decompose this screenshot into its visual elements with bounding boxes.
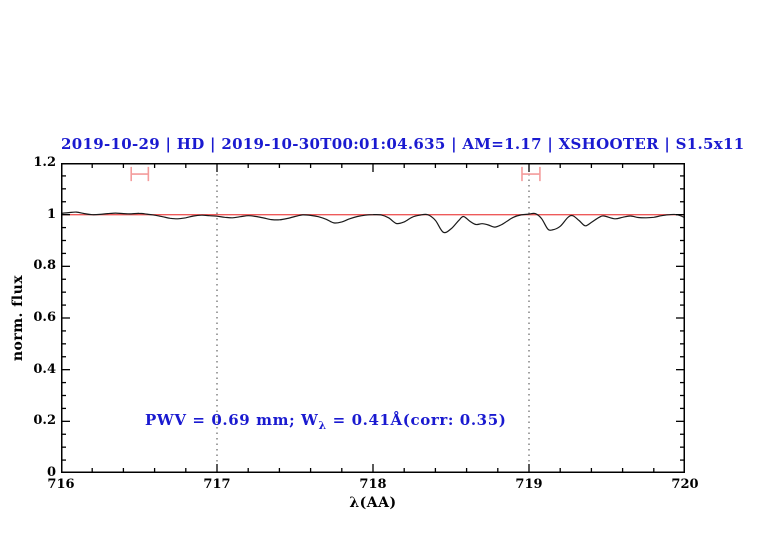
spectrum-svg xyxy=(61,163,685,473)
pwv-annotation-text: PWV = 0.69 mm; W xyxy=(145,411,319,429)
y-tick-label: 0.6 xyxy=(33,310,56,325)
x-tick-label: 717 xyxy=(203,477,231,492)
x-tick-label: 718 xyxy=(359,477,387,492)
x-tick-label: 716 xyxy=(47,477,75,492)
y-tick-label: 0.8 xyxy=(33,258,56,274)
y-tick-label: 0.2 xyxy=(33,413,56,429)
plot-area: PWV = 0.69 mm; Wλ = 0.41Å(corr: 0.35) xyxy=(61,163,685,473)
pwv-annotation: PWV = 0.69 mm; Wλ = 0.41Å(corr: 0.35) xyxy=(145,411,506,432)
y-tick-label: 1 xyxy=(46,206,56,222)
y-tick-label: 0.4 xyxy=(33,361,56,377)
plot-frame xyxy=(61,163,685,473)
range-marker xyxy=(130,166,150,182)
pwv-annotation-text-2: = 0.41Å(corr: 0.35) xyxy=(326,411,507,429)
spectrum-line xyxy=(61,211,685,234)
plot-title: 2019-10-29 | HD | 2019-10-30T00:01:04.63… xyxy=(61,135,745,153)
x-axis-label: λ(AA) xyxy=(349,495,397,511)
y-tick-label: 0 xyxy=(46,465,56,480)
lambda-subscript: λ xyxy=(318,419,327,432)
y-tick-label: 1.2 xyxy=(33,155,56,170)
range-marker xyxy=(521,166,541,182)
x-tick-label: 720 xyxy=(671,477,699,492)
x-tick-label: 719 xyxy=(515,477,543,492)
